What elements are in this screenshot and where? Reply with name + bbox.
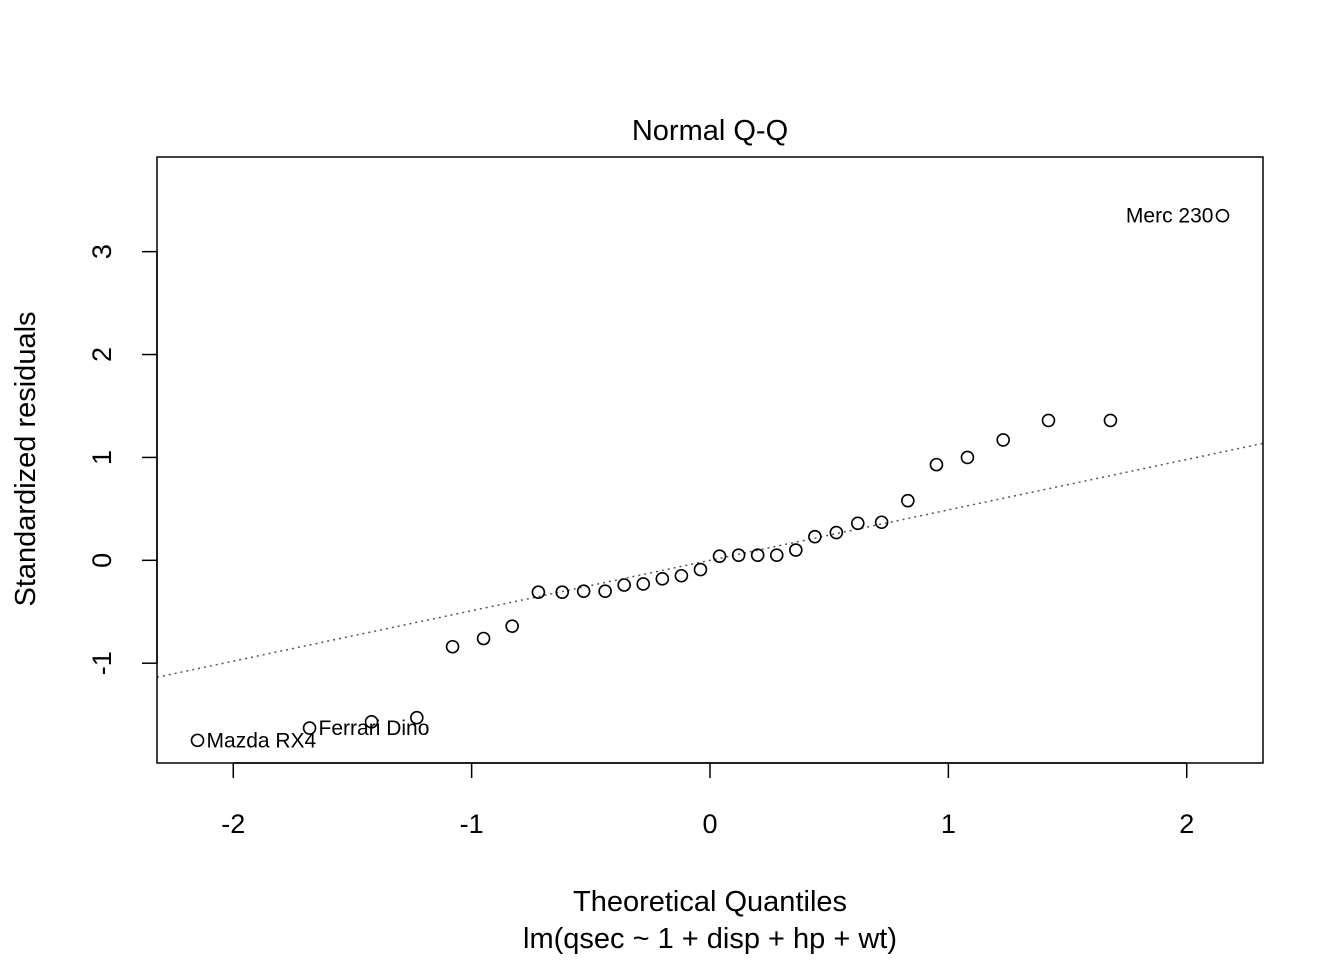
qq-point bbox=[874, 515, 889, 530]
x-axis-label: Theoretical Quantiles bbox=[573, 886, 847, 918]
qq-point bbox=[1215, 208, 1230, 223]
plot-frame bbox=[156, 156, 1264, 764]
x-tick-label: -2 bbox=[221, 809, 245, 839]
qq-point bbox=[750, 548, 765, 562]
qq-point bbox=[1103, 413, 1118, 428]
qq-point bbox=[929, 457, 944, 472]
x-tick-label: -1 bbox=[460, 809, 484, 839]
qq-point bbox=[996, 433, 1010, 447]
qq-point bbox=[1041, 413, 1056, 428]
y-tick-label: 1 bbox=[87, 450, 117, 465]
qq-point bbox=[850, 516, 865, 531]
qq-point bbox=[693, 562, 708, 577]
qq-point bbox=[960, 450, 975, 465]
qq-point bbox=[190, 733, 205, 748]
qq-point bbox=[476, 631, 491, 646]
y-tick-label: 3 bbox=[87, 244, 117, 259]
qq-point bbox=[302, 721, 317, 735]
qq-point bbox=[655, 572, 670, 586]
qq-point bbox=[555, 585, 570, 600]
qq-point bbox=[829, 525, 844, 540]
qq-point bbox=[598, 584, 612, 598]
qq-point bbox=[617, 578, 631, 592]
qq-point bbox=[769, 548, 784, 562]
qq-point bbox=[674, 568, 689, 583]
qq-point bbox=[901, 493, 915, 508]
x-tick-label: 2 bbox=[1179, 809, 1194, 839]
y-tick-label: -1 bbox=[87, 651, 117, 675]
qq-point bbox=[410, 710, 424, 725]
x-tick-label: 1 bbox=[941, 809, 956, 839]
y-tick-label: 0 bbox=[87, 553, 117, 568]
point-annotation-label: Ferrari Dino bbox=[319, 717, 430, 740]
qq-point bbox=[531, 585, 546, 600]
qq-point bbox=[808, 529, 822, 544]
y-tick-label: 2 bbox=[87, 347, 117, 362]
qq-point bbox=[445, 639, 460, 654]
x-axis-subtitle: lm(qsec ~ 1 + disp + hp + wt) bbox=[523, 923, 897, 955]
qq-point bbox=[505, 619, 519, 633]
x-tick-label: 0 bbox=[702, 809, 717, 839]
qq-point bbox=[712, 549, 727, 563]
point-annotation-label: Mazda RX4 bbox=[207, 729, 317, 752]
point-annotation-label: Merc 230 bbox=[1126, 205, 1214, 228]
qq-point bbox=[636, 577, 651, 591]
qq-point bbox=[731, 548, 746, 562]
qq-point bbox=[789, 543, 803, 557]
data-points bbox=[190, 208, 1230, 748]
qq-reference-line bbox=[156, 442, 1264, 679]
y-axis-label: Standardized residuals bbox=[10, 311, 42, 606]
qq-point bbox=[364, 715, 379, 729]
reference-line-layer bbox=[156, 442, 1264, 679]
chart-title: Normal Q-Q bbox=[632, 115, 788, 147]
qq-point bbox=[576, 584, 591, 598]
